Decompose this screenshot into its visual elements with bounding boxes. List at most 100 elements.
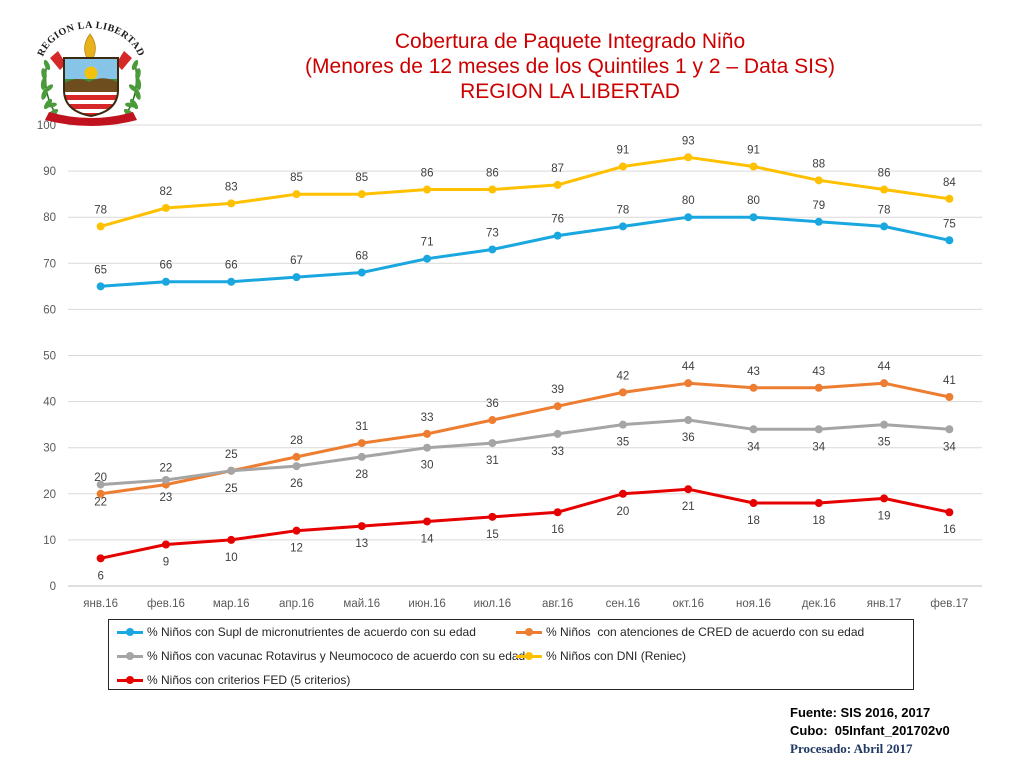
- data-point: [161, 540, 170, 549]
- data-label: 41: [943, 375, 956, 387]
- data-label: 87: [551, 163, 564, 175]
- legend-swatch-marker: [525, 652, 533, 660]
- x-tick-label: июн.16: [408, 598, 445, 610]
- x-axis: янв.16 фев.16 мар.16 апр.16 май.16 июн.16 июл.…: [83, 598, 968, 610]
- line-chart: 0 10 20 30 40 50 60 70 80 90 100 янв.16 фев.16 мар.16…: [37, 120, 982, 610]
- data-point: [161, 203, 170, 212]
- data-point: [945, 194, 954, 203]
- processed-line: Procesado: Abril 2017: [790, 741, 913, 756]
- laurel-leaf: [43, 59, 51, 71]
- series-rotavirus-neumococo: [96, 416, 954, 489]
- data-label: 65: [94, 264, 107, 276]
- data-point: [423, 429, 432, 438]
- data-label: 20: [94, 472, 107, 484]
- x-tick-label: ноя.16: [736, 598, 771, 610]
- data-label: 18: [812, 515, 825, 527]
- data-point: [880, 185, 889, 194]
- data-point: [618, 162, 627, 171]
- legend-label: % Niños con Supl de micronutrientes de a…: [147, 625, 476, 639]
- legend-swatch: [117, 624, 143, 640]
- data-point: [684, 485, 693, 494]
- data-point: [488, 439, 497, 448]
- data-point: [96, 282, 105, 291]
- data-label: 44: [878, 361, 891, 373]
- series-line-dni: [99, 155, 951, 228]
- data-label: 23: [160, 492, 173, 504]
- logo-flame: [84, 33, 96, 59]
- y-tick-label: 20: [43, 489, 56, 501]
- data-point: [488, 512, 497, 521]
- data-label: 66: [225, 260, 238, 272]
- data-label: 43: [812, 366, 825, 378]
- y-tick-label: 80: [43, 212, 56, 224]
- x-tick-label: дек.16: [802, 598, 836, 610]
- data-label: 28: [355, 469, 368, 481]
- data-label: 21: [682, 501, 695, 513]
- data-point: [880, 420, 889, 429]
- data-point: [96, 222, 105, 231]
- chart-title: Cobertura de Paquete Integrado Niño (Men…: [240, 29, 900, 104]
- data-label: 80: [682, 195, 695, 207]
- legend-swatch-marker: [126, 676, 134, 684]
- laurel-leaf: [131, 59, 139, 71]
- data-point: [227, 199, 236, 208]
- data-label: 36: [486, 398, 499, 410]
- cube-line: Cubo: 05Infant_201702v0: [790, 723, 950, 738]
- data-point: [814, 383, 823, 392]
- data-point: [357, 522, 366, 531]
- data-point: [488, 416, 497, 425]
- data-point: [618, 489, 627, 498]
- logo-flag-left: [50, 51, 66, 70]
- data-label: 30: [421, 460, 434, 472]
- data-label: 79: [812, 200, 825, 212]
- data-point: [553, 180, 562, 189]
- data-point: [945, 392, 954, 401]
- data-label: 66: [160, 260, 173, 272]
- data-label: 18: [747, 515, 760, 527]
- laurel-leaf: [125, 102, 135, 108]
- legend-swatch: [516, 624, 542, 640]
- data-point: [553, 402, 562, 411]
- laurel-leaf: [41, 68, 47, 80]
- legend-label: % Niños con vacunac Rotavirus y Neumococ…: [147, 649, 526, 663]
- data-point: [749, 213, 758, 222]
- y-tick-label: 40: [43, 397, 56, 409]
- data-point: [880, 494, 889, 503]
- data-point: [749, 499, 758, 508]
- data-point: [814, 176, 823, 185]
- series-fed: [96, 485, 954, 563]
- data-point: [945, 236, 954, 245]
- legend-swatch-marker: [525, 628, 533, 636]
- logo-sun: [84, 66, 98, 80]
- data-point: [749, 383, 758, 392]
- data-label: 26: [290, 478, 303, 490]
- y-tick-label: 90: [43, 166, 56, 178]
- legend-swatch-marker: [126, 628, 134, 636]
- data-point: [749, 425, 758, 434]
- data-point: [618, 420, 627, 429]
- data-point: [357, 190, 366, 199]
- data-label: 80: [747, 195, 760, 207]
- data-point: [945, 508, 954, 517]
- data-label: 43: [747, 366, 760, 378]
- data-point: [880, 379, 889, 388]
- data-label: 76: [551, 214, 564, 226]
- region-logo: REGION LA LIBERTAD: [36, 20, 146, 126]
- legend-item-cred: % Niños con atenciones de CRED de acuerd…: [516, 624, 864, 640]
- chart-title-line-3: REGION LA LIBERTAD: [460, 80, 680, 103]
- data-label: 71: [421, 237, 434, 249]
- laurel-leaf: [44, 84, 54, 92]
- data-label: 36: [682, 432, 695, 444]
- x-tick-label: фев.16: [147, 598, 185, 610]
- data-point: [880, 222, 889, 231]
- data-label: 85: [290, 172, 303, 184]
- data-label: 44: [682, 361, 695, 373]
- series-micronutrientes: [96, 213, 954, 291]
- data-label: 75: [943, 218, 956, 230]
- data-point: [227, 535, 236, 544]
- chart-legend: % Niños con Supl de micronutrientes de a…: [108, 619, 914, 690]
- data-point: [814, 425, 823, 434]
- y-axis: 0 10 20 30 40 50 60 70 80 90 100: [37, 120, 56, 593]
- x-tick-label: апр.16: [279, 598, 314, 610]
- data-point: [423, 254, 432, 263]
